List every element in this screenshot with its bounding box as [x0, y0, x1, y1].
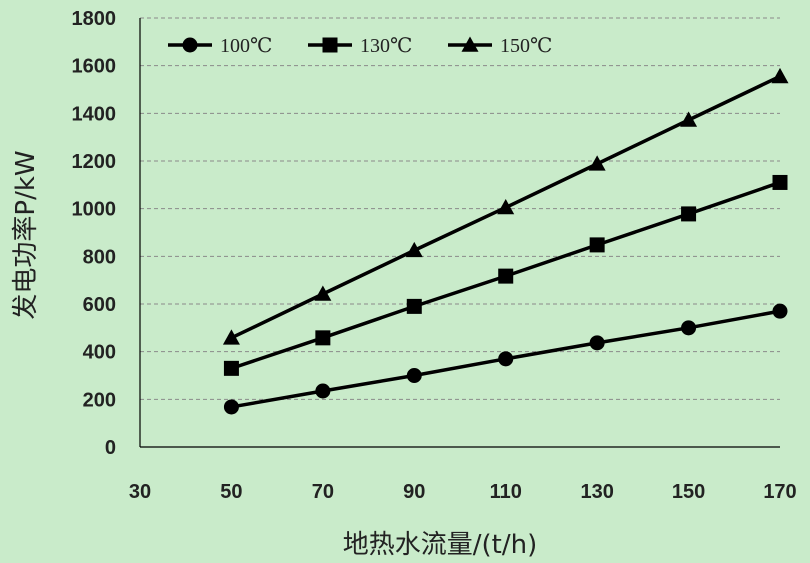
data-point: [771, 67, 789, 84]
data-point: [681, 206, 697, 222]
data-point: [497, 198, 515, 215]
data-point: [406, 298, 422, 314]
legend-label: 130℃: [360, 35, 412, 57]
x-tick-labels: 30 50 70 90 110 130 150 170: [129, 481, 797, 503]
x-tick-label: 30: [129, 481, 151, 503]
data-point: [315, 330, 331, 346]
data-point: [589, 335, 605, 351]
data-point: [498, 351, 514, 367]
legend: 100℃ 130℃ 150℃: [168, 35, 552, 57]
legend-item-2: 130℃: [308, 35, 412, 57]
data-point: [223, 360, 239, 376]
data-point: [589, 237, 605, 253]
data-point: [681, 320, 697, 336]
data-point: [588, 155, 606, 171]
legend-label: 100℃: [220, 35, 272, 57]
y-tick-label: 1400: [72, 103, 117, 125]
series-2: [223, 174, 788, 376]
y-tick-label: 1600: [72, 56, 117, 78]
grid-lines: [140, 17, 780, 400]
x-tick-label: 70: [312, 481, 334, 503]
data-point: [680, 111, 698, 127]
x-tick-label: 150: [672, 481, 705, 503]
x-tick-label: 50: [220, 481, 242, 503]
y-tick-label: 1200: [72, 151, 117, 173]
data-point: [222, 329, 240, 345]
legend-item-3: 150℃: [448, 35, 552, 57]
legend-marker: [322, 37, 338, 53]
x-tick-label: 130: [580, 481, 613, 503]
y-tick-label: 800: [83, 246, 116, 268]
data-point: [314, 285, 332, 301]
y-tick-label: 200: [83, 389, 116, 411]
legend-label: 150℃: [500, 35, 552, 57]
y-tick-label: 600: [83, 294, 116, 316]
x-tick-label: 110: [490, 481, 522, 503]
y-tick-label: 400: [83, 342, 116, 364]
axes: [139, 18, 780, 448]
data-point: [498, 268, 514, 284]
legend-marker: [461, 36, 479, 52]
x-tick-label: 170: [763, 481, 796, 503]
y-axis-title: 发电功率P/kW: [11, 150, 41, 319]
series-1: [223, 303, 788, 415]
series-group: [222, 67, 789, 415]
legend-item-1: 100℃: [168, 35, 272, 57]
y-tick-label: 0: [105, 437, 116, 459]
data-point: [405, 241, 423, 258]
legend-marker: [182, 37, 198, 53]
data-point: [406, 368, 422, 383]
data-point: [772, 174, 788, 190]
data-point: [315, 383, 331, 399]
y-tick-label: 1800: [72, 8, 117, 30]
y-tick-labels: 0 200 400 600 800 1000 1200 1400 1600 1800: [72, 8, 117, 459]
x-axis-title: 地热水流量/(t/h): [343, 530, 537, 560]
data-point: [772, 303, 788, 319]
x-tick-label: 90: [403, 481, 425, 503]
series-3: [222, 67, 789, 345]
data-point: [223, 399, 239, 415]
y-tick-label: 1000: [72, 199, 117, 221]
